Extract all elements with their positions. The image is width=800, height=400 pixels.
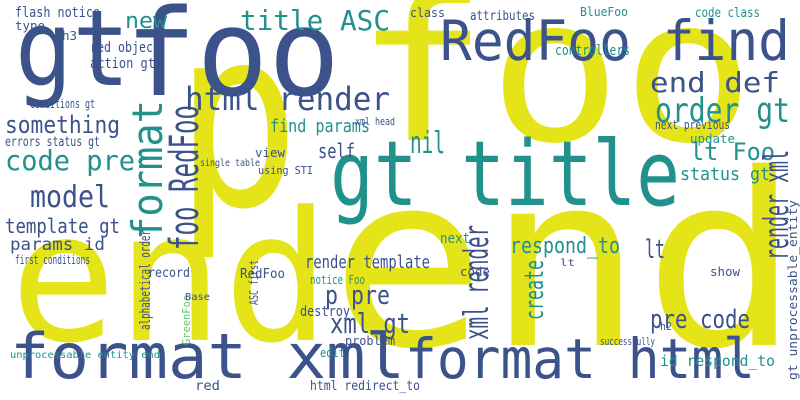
word: errors status gt	[5, 135, 100, 150]
word: view	[255, 146, 286, 160]
word: single table	[200, 158, 260, 169]
word: action gt	[90, 56, 155, 72]
word: template gt	[5, 214, 120, 238]
word: pre code	[650, 305, 750, 335]
word: successfully	[600, 335, 655, 348]
word: render template	[305, 252, 430, 273]
word: Base	[185, 292, 210, 303]
word: lt	[645, 235, 665, 265]
word: new	[125, 9, 168, 34]
word: params id	[10, 235, 105, 255]
word: h3	[62, 29, 77, 43]
word: xml gt	[330, 307, 410, 340]
word: record	[148, 266, 190, 281]
word: code class	[695, 6, 760, 21]
word: render xml	[757, 150, 797, 260]
word: notice Foo	[310, 273, 365, 287]
word: flash notice	[15, 5, 100, 21]
word: attributes	[470, 9, 535, 24]
word: foo	[125, 0, 340, 124]
word: p pre	[325, 281, 390, 311]
word: find params	[270, 116, 370, 137]
word: end	[330, 122, 800, 400]
word: RedFoo find	[440, 9, 790, 73]
word: format xml	[10, 320, 405, 393]
word: lt Foo	[690, 138, 775, 166]
word: html redirect_to	[310, 379, 420, 394]
word: create	[520, 260, 550, 320]
word: class	[410, 6, 445, 20]
word: status gt	[680, 164, 770, 185]
word: html render	[185, 80, 390, 118]
word: code pre	[5, 144, 135, 177]
word: end def	[650, 66, 780, 99]
word: gt	[15, 0, 130, 110]
word: ASC first	[247, 260, 261, 305]
word: red object	[90, 40, 160, 56]
word: gt title	[330, 122, 680, 227]
word: lt	[560, 258, 575, 269]
word: show	[710, 265, 741, 279]
word: nil	[410, 126, 445, 161]
word: using STI	[258, 164, 313, 177]
word: update	[690, 132, 735, 146]
word: p	[175, 0, 300, 264]
word: destroy	[300, 304, 350, 320]
word: code	[460, 265, 490, 279]
word: self	[318, 139, 355, 163]
word: h2	[660, 320, 672, 333]
word: next previous	[655, 118, 730, 132]
word: unprocessable entity end	[10, 350, 160, 361]
word: model	[30, 180, 110, 215]
word: id respond_to	[660, 352, 775, 370]
word: gt unprocessable_entity	[786, 200, 800, 380]
word: GreenFoo	[180, 295, 193, 345]
word: type	[15, 19, 45, 33]
word: respond_to	[510, 234, 620, 259]
word: format html	[405, 327, 755, 391]
word: foo RedFoo	[162, 105, 208, 250]
word: xml head	[355, 115, 395, 128]
word: xml render	[457, 225, 497, 340]
word: something	[5, 111, 120, 139]
word: RedFoo	[240, 267, 285, 282]
word: BlueFoo	[580, 5, 628, 19]
word: red	[195, 379, 220, 394]
word: foo	[355, 0, 755, 188]
word: end	[10, 174, 330, 383]
word: alphabetical order	[138, 230, 154, 330]
word: conditions gt	[30, 97, 95, 111]
word: problem	[345, 334, 395, 348]
word: edit	[320, 346, 345, 360]
word: next	[440, 231, 470, 247]
word: order gt	[655, 91, 790, 131]
word: format	[123, 100, 172, 240]
word: controllers	[555, 43, 630, 59]
word: title ASC	[240, 4, 390, 37]
word: first conditions	[15, 253, 90, 267]
